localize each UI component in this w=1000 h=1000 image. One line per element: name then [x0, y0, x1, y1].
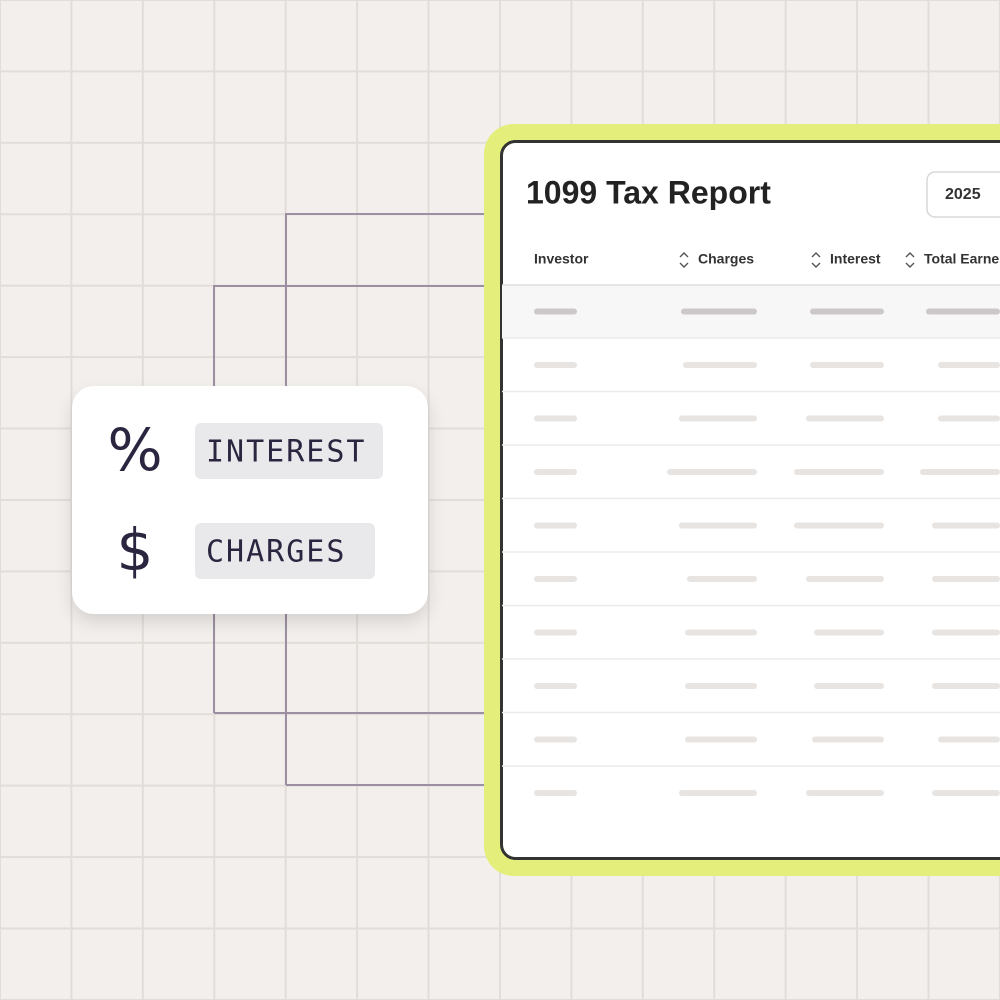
skeleton-bar	[938, 362, 1000, 368]
skeleton-bar	[806, 576, 884, 582]
legend-tag	[195, 423, 383, 479]
skeleton-bar	[681, 308, 757, 315]
column-header[interactable]: Interest	[830, 251, 881, 267]
skeleton-bar	[534, 415, 577, 422]
skeleton-bar	[926, 308, 1000, 315]
sort-icon[interactable]	[905, 252, 915, 268]
skeleton-bar	[794, 469, 884, 475]
skeleton-bar	[812, 736, 884, 743]
skeleton-bar	[932, 683, 1000, 689]
skeleton-bar	[932, 790, 1000, 796]
skeleton-bar	[683, 362, 757, 368]
column-header[interactable]: Total Earne	[924, 251, 999, 267]
skeleton-bar	[685, 736, 757, 743]
skeleton-bar	[679, 522, 757, 529]
skeleton-bar	[534, 629, 577, 636]
skeleton-bar	[534, 576, 577, 582]
year-selector[interactable]	[926, 171, 1000, 218]
skeleton-bar	[810, 308, 884, 315]
skeleton-bar	[667, 469, 757, 475]
skeleton-bar	[794, 522, 884, 529]
skeleton-bar	[685, 683, 757, 689]
skeleton-bar	[810, 362, 884, 368]
skeleton-bar	[534, 790, 577, 796]
legend-tag	[195, 523, 375, 579]
skeleton-bar	[932, 576, 1000, 582]
report-card	[500, 140, 1000, 860]
skeleton-bar	[806, 415, 884, 422]
sort-icon[interactable]	[679, 252, 689, 268]
year-label[interactable]: 2025	[945, 186, 981, 203]
skeleton-bar	[685, 629, 757, 636]
skeleton-bar	[679, 415, 757, 422]
legend-label: CHARGES	[206, 535, 346, 570]
skeleton-bar	[932, 629, 1000, 636]
sort-icon[interactable]	[811, 252, 821, 268]
skeleton-bar	[534, 736, 577, 743]
legend-icon: %	[107, 416, 162, 484]
skeleton-bar	[938, 736, 1000, 743]
skeleton-bar	[679, 790, 757, 796]
legend-label: INTEREST	[206, 435, 367, 470]
skeleton-bar	[814, 683, 884, 689]
skeleton-bar	[806, 790, 884, 796]
skeleton-bar	[938, 415, 1000, 422]
skeleton-bar	[814, 629, 884, 636]
skeleton-bar	[534, 683, 577, 689]
skeleton-bar	[932, 522, 1000, 529]
skeleton-bar	[920, 469, 1000, 475]
skeleton-bar	[534, 469, 577, 475]
column-header[interactable]: Investor	[534, 251, 589, 267]
report-content: 1099 Tax Report 2025 Investor Charges Inte…	[502, 171, 1000, 796]
column-header[interactable]: Charges	[698, 251, 754, 267]
skeleton-bar	[534, 522, 577, 529]
report-title: 1099 Tax Report	[526, 174, 771, 210]
skeleton-bar	[534, 308, 577, 315]
skeleton-bar	[687, 576, 757, 582]
legend-icon: $	[117, 516, 154, 584]
skeleton-bar	[534, 362, 577, 368]
